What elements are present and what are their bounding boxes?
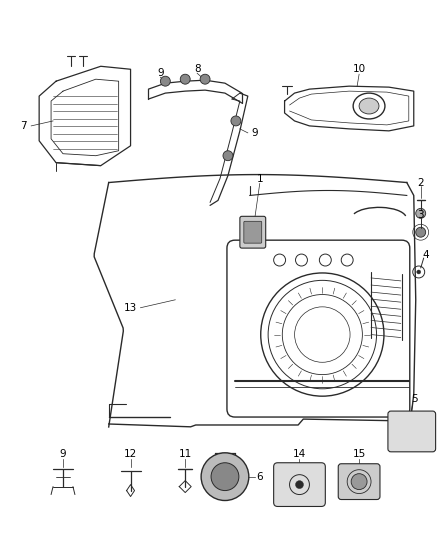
Circle shape xyxy=(416,208,426,219)
FancyBboxPatch shape xyxy=(388,411,436,452)
Text: 1: 1 xyxy=(256,174,263,183)
Text: 11: 11 xyxy=(179,449,192,459)
Circle shape xyxy=(200,74,210,84)
Text: 9: 9 xyxy=(60,449,66,459)
FancyBboxPatch shape xyxy=(338,464,380,499)
Circle shape xyxy=(231,116,241,126)
Text: 7: 7 xyxy=(20,121,27,131)
Circle shape xyxy=(180,74,190,84)
Text: 2: 2 xyxy=(417,177,424,188)
Text: 3: 3 xyxy=(417,211,424,220)
Text: 9: 9 xyxy=(157,68,164,78)
FancyBboxPatch shape xyxy=(240,216,266,248)
FancyBboxPatch shape xyxy=(274,463,325,506)
Text: 15: 15 xyxy=(353,449,366,459)
Circle shape xyxy=(417,270,421,274)
Text: 10: 10 xyxy=(353,64,366,74)
Circle shape xyxy=(223,151,233,160)
Text: 4: 4 xyxy=(422,250,429,260)
Circle shape xyxy=(416,227,426,237)
Circle shape xyxy=(211,463,239,490)
Circle shape xyxy=(201,453,249,500)
FancyBboxPatch shape xyxy=(244,221,262,243)
Circle shape xyxy=(296,481,304,489)
Text: 9: 9 xyxy=(251,128,258,138)
Text: 14: 14 xyxy=(293,449,306,459)
Text: 5: 5 xyxy=(411,394,418,404)
Text: 13: 13 xyxy=(124,303,137,313)
Circle shape xyxy=(351,474,367,490)
Text: 8: 8 xyxy=(194,64,201,74)
Text: 12: 12 xyxy=(124,449,137,459)
Text: 6: 6 xyxy=(256,472,263,482)
Ellipse shape xyxy=(359,98,379,114)
Circle shape xyxy=(160,76,170,86)
